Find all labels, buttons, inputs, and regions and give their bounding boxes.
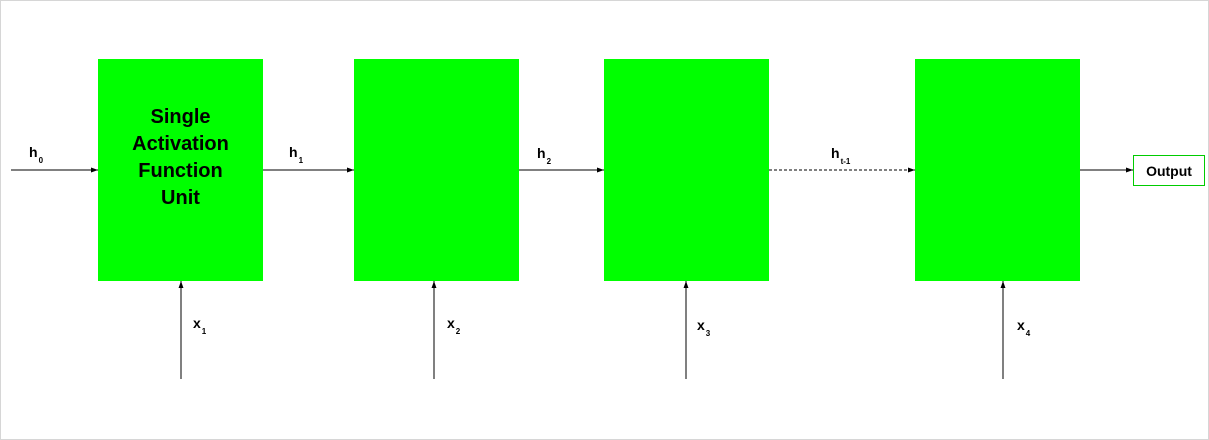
output-label: Output [1146,162,1192,179]
label-h1: h1 [289,144,304,165]
label-x4: x4 [1017,317,1031,338]
label-x2: x2 [447,315,461,336]
label-x3: x3 [697,317,711,338]
activation-unit-4 [915,59,1080,281]
activation-unit-1: Single Activation Function Unit [98,59,263,281]
label-h-t-minus-1: ht-1 [831,145,851,166]
label-h0: h0 [29,144,44,165]
activation-unit-3 [604,59,769,281]
output-box: Output [1133,155,1205,186]
label-x1: x1 [193,315,207,336]
activation-unit-2 [354,59,519,281]
label-h2: h2 [537,145,552,166]
activation-unit-label: Single Activation Function Unit [132,106,229,209]
